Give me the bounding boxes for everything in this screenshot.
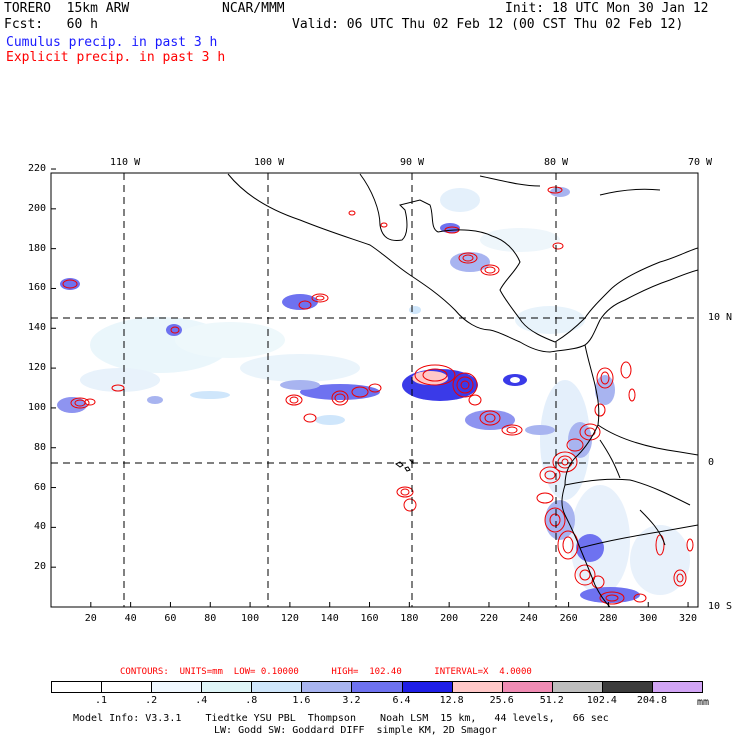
colorbar-label: 51.2 [539,695,564,706]
lon-label-110w: 110 W [110,157,141,168]
lon-label-90w: 90 W [400,157,425,168]
y-tick-label: 220 [27,163,46,175]
cumulus-precip-shading [57,187,690,603]
colorbar-swatch [451,681,503,693]
explicit-precip-contours [62,186,694,605]
colorbar-label: .1 [95,695,108,706]
colorbar-swatch [101,681,153,693]
colorbar-swatch [551,681,603,693]
colorbar-swatch [351,681,403,693]
x-tick-label: 20 [84,613,97,624]
lon-label-80w: 80 W [544,157,569,168]
colorbar-swatch [251,681,303,693]
field-label-explicit: Explicit precip. in past 3 h [6,50,226,65]
y-tick-label: 20 [33,561,46,573]
latlon-gridlines [51,173,698,607]
x-tick-label: 80 [204,613,217,624]
colorbar-swatch [51,681,103,693]
x-tick-label: 120 [280,613,299,624]
colorbar-swatch [401,681,453,693]
x-tick-label: 300 [639,613,658,624]
axis-ticks [51,168,689,607]
y-tick-label: 100 [27,401,46,413]
colorbar-label: 6.4 [392,695,411,706]
colorbar-label: .4 [195,695,208,706]
forecast-hour: Fcst: 60 h [4,17,98,32]
x-tick-label: 180 [400,613,419,624]
x-tick-label: 240 [519,613,538,624]
field-label-cumulus: Cumulus precip. in past 3 h [6,35,218,50]
lon-label-70w: 70 W [688,157,713,168]
valid-time: Valid: 06 UTC Thu 02 Feb 12 (00 CST Thu … [292,17,684,32]
colorbar-swatch [201,681,253,693]
x-tick-label: 200 [440,613,459,624]
colorbar-swatch [501,681,553,693]
x-tick-label: 220 [479,613,498,624]
y-tick-label: 80 [33,441,46,453]
x-tick-label: 320 [679,613,698,624]
y-tick-label: 40 [33,521,46,533]
x-tick-label: 40 [124,613,137,624]
x-tick-label: 100 [241,613,260,624]
lon-label-100w: 100 W [254,157,285,168]
y-tick-label: 140 [27,322,46,334]
y-tick-label: 120 [27,362,46,374]
x-tick-label: 60 [164,613,177,624]
x-tick-label: 260 [559,613,578,624]
colorbar-label: .8 [245,695,258,706]
colorbar-swatch [651,681,703,693]
colorbar-units: mm [697,697,710,708]
domain-title: TORERO 15km ARW [4,1,130,16]
model-info-line1: Model Info: V3.3.1 Tiedtke YSU PBL Thomp… [73,713,609,724]
plot-frame [50,172,699,608]
model-info-line2: LW: Godd SW: Goddard DIFF simple KM, 2D … [214,725,497,736]
colorbar-label: 3.2 [342,695,361,706]
y-tick-label: 60 [33,481,46,493]
colorbar-label: 1.6 [292,695,311,706]
colorbar-label: 12.8 [439,695,464,706]
init-time: Init: 18 UTC Mon 30 Jan 12 [505,1,709,16]
colorbar-label: 204.8 [636,695,667,706]
lat-label-0: 0 [708,457,715,468]
x-tick-label: 160 [360,613,379,624]
lat-label-10n: 10 N [708,312,733,323]
y-tick-label: 200 [27,202,46,214]
colorbar-swatch [301,681,353,693]
x-tick-label: 140 [320,613,339,624]
colorbar-label: 102.4 [586,695,617,706]
contour-info: CONTOURS: UNITS=mm LOW= 0.10000 HIGH= 10… [120,667,532,677]
colorbar-swatch [151,681,203,693]
y-tick-label: 180 [27,242,46,254]
colorbar-label: 25.6 [489,695,514,706]
coastlines [227,173,698,607]
y-tick-label: 160 [27,282,46,294]
x-tick-label: 280 [599,613,618,624]
colorbar-label: .2 [145,695,158,706]
lat-label-10s: 10 S [708,601,733,612]
colorbar-swatch [601,681,653,693]
center-label: NCAR/MMM [222,1,285,16]
